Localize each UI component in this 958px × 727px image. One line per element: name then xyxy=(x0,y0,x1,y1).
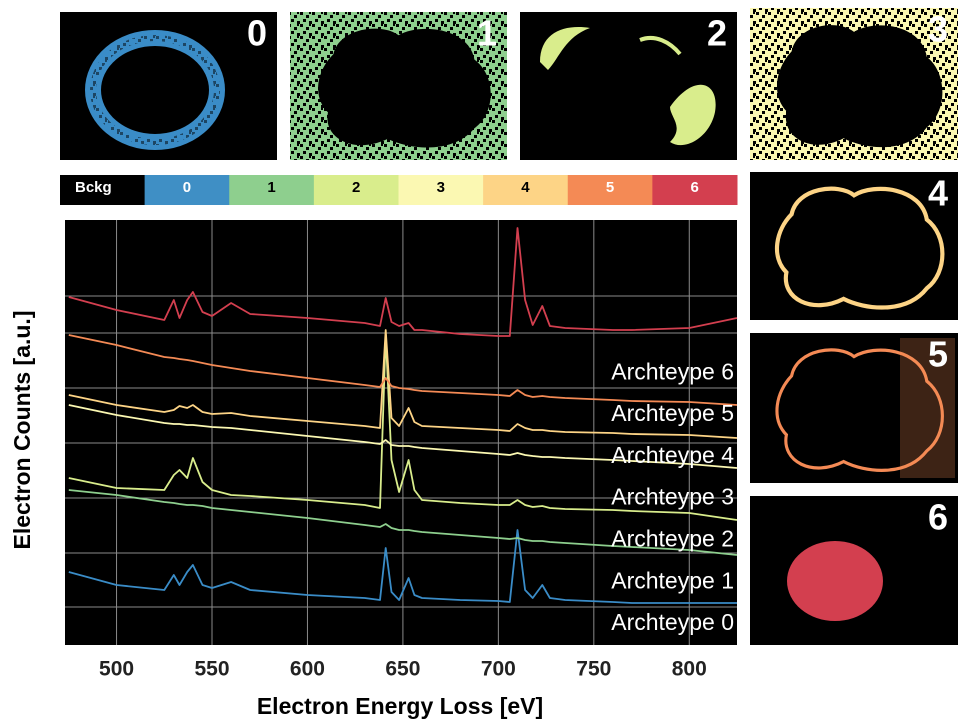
colorbar-cell xyxy=(60,175,146,205)
x-tick-label: 650 xyxy=(385,658,420,681)
x-tick-label: 600 xyxy=(290,658,325,681)
colorbar-label: 6 xyxy=(691,179,699,196)
map-cell xyxy=(776,25,943,148)
colorbar-label: 0 xyxy=(183,179,191,196)
map-panel: 0 xyxy=(60,12,277,160)
colorbar-label: 3 xyxy=(437,179,445,196)
map-label: 1 xyxy=(477,13,497,54)
colorbar-label: 1 xyxy=(267,179,275,196)
map-region xyxy=(775,348,944,472)
map-panel: 3 xyxy=(750,8,958,160)
map-label: 4 xyxy=(928,173,948,214)
colorbar-cell xyxy=(144,175,230,205)
spectrum-line xyxy=(68,404,738,469)
series-label: Archteype 1 xyxy=(611,567,734,593)
colorbar-label: Bckg xyxy=(75,179,112,196)
series-label: Archteype 4 xyxy=(611,442,734,468)
spectrum-line xyxy=(68,329,738,439)
colorbar-cell xyxy=(398,175,484,205)
spectrum-line xyxy=(68,529,737,604)
map-label: 2 xyxy=(707,13,727,54)
series-label: Archteype 5 xyxy=(611,400,734,426)
colorbar-cell xyxy=(313,175,399,205)
map-region xyxy=(787,541,883,621)
x-tick-label: 500 xyxy=(99,658,134,681)
map-panel: 6 xyxy=(750,496,958,645)
series-label: Archteype 3 xyxy=(611,484,734,510)
map-region xyxy=(774,186,945,310)
map-region xyxy=(540,27,590,70)
map-label: 0 xyxy=(247,13,267,54)
map-label: 3 xyxy=(928,9,948,50)
spectrum-line xyxy=(68,489,738,556)
map-label: 6 xyxy=(928,497,948,538)
colorbar-cell xyxy=(567,175,653,205)
map-panel: 1 xyxy=(290,12,507,160)
x-tick-label: 800 xyxy=(672,658,707,681)
y-axis-label: Electron Counts [a.u.] xyxy=(9,311,35,550)
series-label: Archteype 6 xyxy=(611,358,734,384)
map-panel: 2 xyxy=(520,12,737,160)
map-region xyxy=(670,84,716,146)
series-label: Archteype 2 xyxy=(611,525,734,551)
colorbar-cell xyxy=(652,175,738,205)
colorbar-cell xyxy=(483,175,569,205)
map-panel: 4 xyxy=(750,172,958,320)
map-region xyxy=(90,35,220,145)
map-cell xyxy=(318,28,491,148)
x-tick-label: 550 xyxy=(194,658,229,681)
colorbar-label: 5 xyxy=(606,179,614,196)
map-noise xyxy=(900,338,955,478)
map-label: 5 xyxy=(928,334,948,375)
spectrum-line xyxy=(68,334,738,406)
colorbar-label: 2 xyxy=(352,179,360,196)
spectrum-line xyxy=(68,227,738,337)
plot-area xyxy=(65,220,737,645)
map-panel: 5 xyxy=(750,333,958,483)
colorbar-label: 4 xyxy=(521,179,530,196)
spectrum-line xyxy=(68,334,738,521)
x-tick-label: 750 xyxy=(576,658,611,681)
x-axis-label: Electron Energy Loss [eV] xyxy=(257,693,543,719)
colorbar-cell xyxy=(229,175,315,205)
x-tick-label: 700 xyxy=(481,658,516,681)
map-region xyxy=(639,35,682,56)
series-label: Archteype 0 xyxy=(611,609,734,635)
